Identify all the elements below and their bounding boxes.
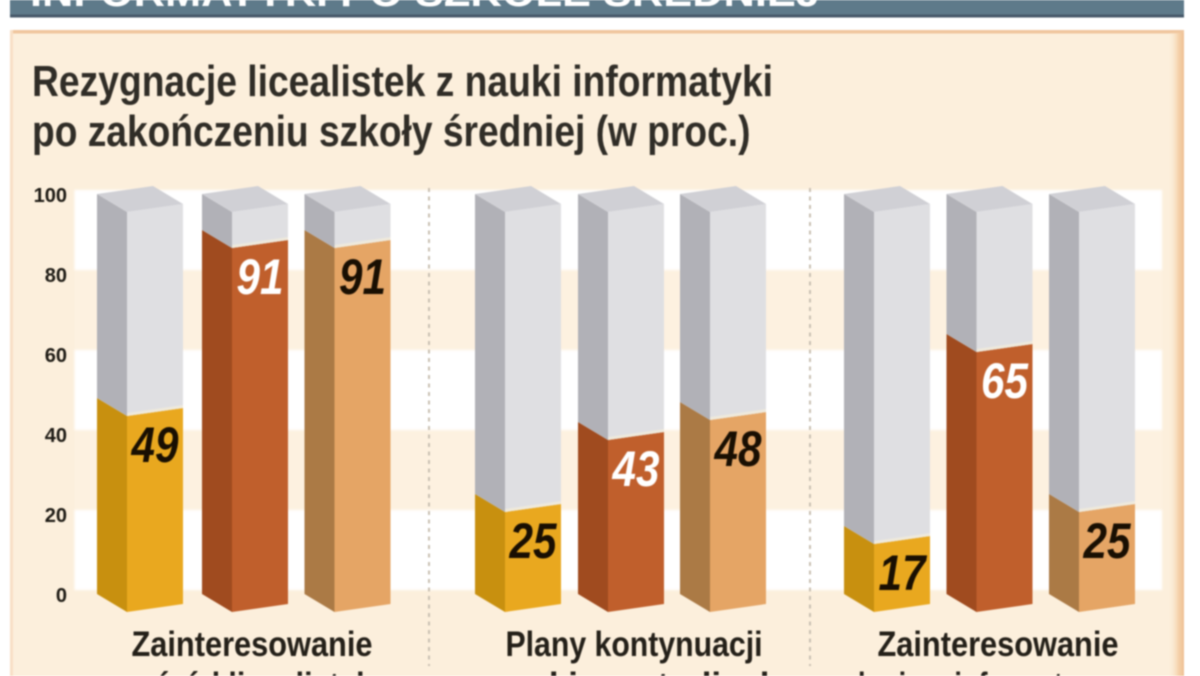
- svg-text:po zakończeniu szkoły średniej: po zakończeniu szkoły średniej (w proc.): [32, 107, 751, 156]
- svg-text:49: 49: [131, 417, 179, 473]
- svg-text:80: 80: [45, 265, 67, 287]
- svg-text:65: 65: [981, 353, 1029, 409]
- svg-text:karierą informatyczną: karierą informatyczną: [858, 666, 1138, 676]
- svg-text:48: 48: [714, 421, 762, 477]
- svg-text:25: 25: [1083, 513, 1132, 569]
- svg-text:100: 100: [34, 185, 67, 207]
- svg-text:60: 60: [45, 345, 67, 367]
- svg-text:Plany kontynuacji: Plany kontynuacji: [506, 625, 763, 664]
- svg-text:91: 91: [339, 249, 386, 305]
- svg-text:nauki na studiach: nauki na studiach: [487, 666, 781, 676]
- svg-text:Rezygnacje licealistek z nauki: Rezygnacje licealistek z nauki informaty…: [32, 57, 773, 106]
- svg-text:wśród licealistek: wśród licealistek: [130, 666, 373, 676]
- svg-text:43: 43: [612, 441, 660, 497]
- svg-text:0: 0: [56, 585, 67, 607]
- svg-text:91: 91: [237, 249, 284, 305]
- svg-text:INFORMATYKI PO SZKOLE ŚREDNIEJ: INFORMATYKI PO SZKOLE ŚREDNIEJ: [30, 0, 820, 15]
- svg-text:25: 25: [509, 513, 558, 569]
- svg-text:17: 17: [879, 545, 928, 601]
- svg-text:40: 40: [45, 425, 67, 447]
- svg-text:20: 20: [45, 505, 67, 527]
- svg-text:Zainteresowanie: Zainteresowanie: [132, 625, 373, 664]
- svg-text:Zainteresowanie: Zainteresowanie: [878, 625, 1119, 664]
